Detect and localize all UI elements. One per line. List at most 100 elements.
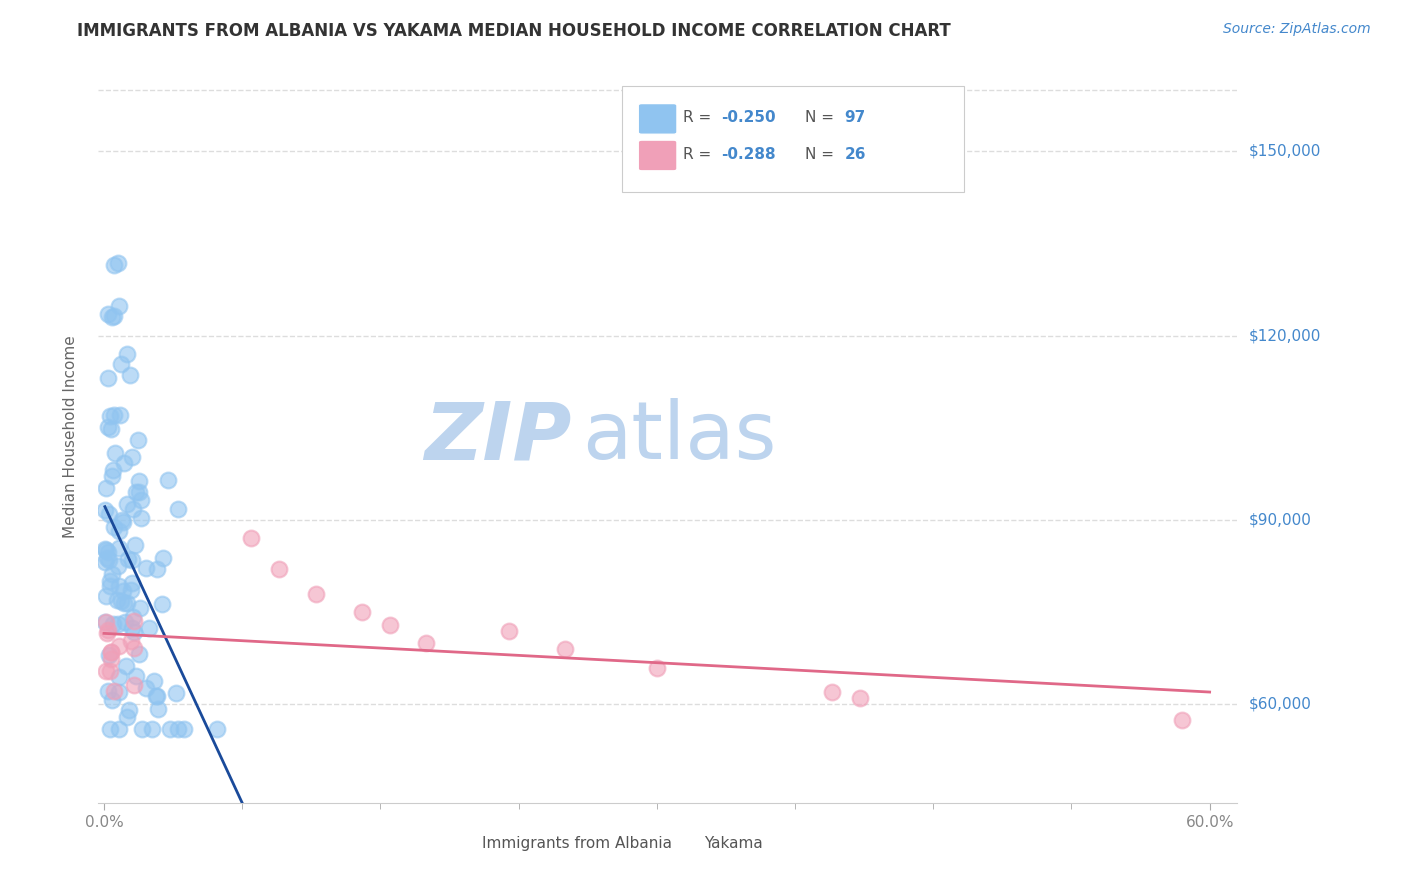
Point [98, 722, 121, 736]
Point [111, 584, 134, 599]
Point [127, 433, 149, 447]
Point [150, 597, 173, 611]
Point [128, 601, 150, 615]
Point [103, 309, 125, 323]
Point [97, 684, 120, 698]
Point [98, 648, 121, 662]
Point [141, 722, 163, 736]
Text: Yakama: Yakama [704, 836, 763, 851]
Point [107, 639, 129, 653]
Point [100, 652, 122, 666]
Point [103, 684, 125, 698]
Point [97, 420, 120, 434]
Point [121, 552, 143, 566]
Point [97, 553, 120, 567]
Text: R =: R = [683, 110, 716, 125]
Point [115, 347, 138, 361]
Point [121, 502, 143, 516]
Point [103, 408, 125, 422]
Text: ZIP: ZIP [423, 398, 571, 476]
Point [121, 621, 143, 635]
Point [101, 617, 124, 632]
Point [97, 623, 120, 637]
Point [107, 559, 129, 574]
Point [98, 574, 121, 588]
FancyBboxPatch shape [671, 834, 700, 854]
Text: -0.250: -0.250 [721, 110, 776, 125]
Point [415, 636, 437, 650]
Point [135, 560, 157, 574]
Point [110, 593, 132, 607]
Text: $90,000: $90,000 [1249, 513, 1312, 527]
Point [103, 520, 125, 534]
Point [117, 497, 139, 511]
Point [94, 615, 117, 629]
Point [114, 615, 136, 629]
Point [135, 681, 157, 695]
Point [108, 670, 131, 684]
Point [101, 693, 124, 707]
Point [100, 409, 122, 424]
Point [125, 485, 148, 500]
Point [152, 550, 174, 565]
Point [105, 593, 128, 607]
Point [128, 484, 150, 499]
Point [131, 722, 153, 736]
Point [100, 422, 122, 436]
Point [1171, 713, 1194, 727]
Point [117, 597, 139, 611]
Point [111, 513, 134, 527]
Point [115, 710, 138, 724]
Point [96, 550, 118, 565]
Point [103, 258, 125, 272]
Text: N =: N = [804, 146, 838, 161]
Point [159, 722, 181, 736]
Point [108, 299, 131, 313]
Point [100, 645, 122, 659]
Point [94, 542, 117, 557]
Point [97, 545, 120, 559]
Text: R =: R = [683, 146, 716, 161]
Point [111, 515, 134, 529]
Text: $150,000: $150,000 [1249, 144, 1320, 159]
Y-axis label: Median Household Income: Median Household Income [63, 335, 77, 539]
Point [107, 616, 129, 631]
Text: N =: N = [804, 110, 838, 125]
Text: 26: 26 [845, 146, 866, 161]
Point [112, 456, 135, 470]
Point [350, 605, 373, 619]
Point [94, 502, 117, 516]
Point [165, 686, 187, 700]
Point [94, 615, 117, 630]
Text: $120,000: $120,000 [1249, 328, 1320, 343]
Point [94, 555, 117, 569]
Point [122, 614, 145, 628]
Point [120, 582, 142, 597]
Text: $60,000: $60,000 [1249, 697, 1312, 712]
Point [240, 532, 263, 546]
Point [94, 664, 117, 678]
Point [121, 576, 143, 591]
Point [120, 634, 142, 648]
Point [848, 691, 870, 706]
Point [122, 641, 145, 656]
Point [129, 510, 152, 524]
Point [121, 450, 143, 464]
Point [129, 493, 152, 508]
Point [142, 674, 165, 689]
Text: Source: ZipAtlas.com: Source: ZipAtlas.com [1223, 22, 1371, 37]
Point [118, 703, 141, 717]
Text: Immigrants from Albania: Immigrants from Albania [482, 836, 672, 851]
Point [645, 660, 668, 674]
Point [124, 625, 146, 640]
Point [167, 722, 190, 736]
Text: IMMIGRANTS FROM ALBANIA VS YAKAMA MEDIAN HOUSEHOLD INCOME CORRELATION CHART: IMMIGRANTS FROM ALBANIA VS YAKAMA MEDIAN… [77, 22, 950, 40]
Point [98, 507, 121, 521]
Point [108, 685, 131, 699]
Point [148, 701, 170, 715]
Point [108, 579, 131, 593]
Point [498, 624, 520, 638]
Point [205, 722, 228, 736]
Point [101, 567, 124, 582]
Point [138, 622, 160, 636]
